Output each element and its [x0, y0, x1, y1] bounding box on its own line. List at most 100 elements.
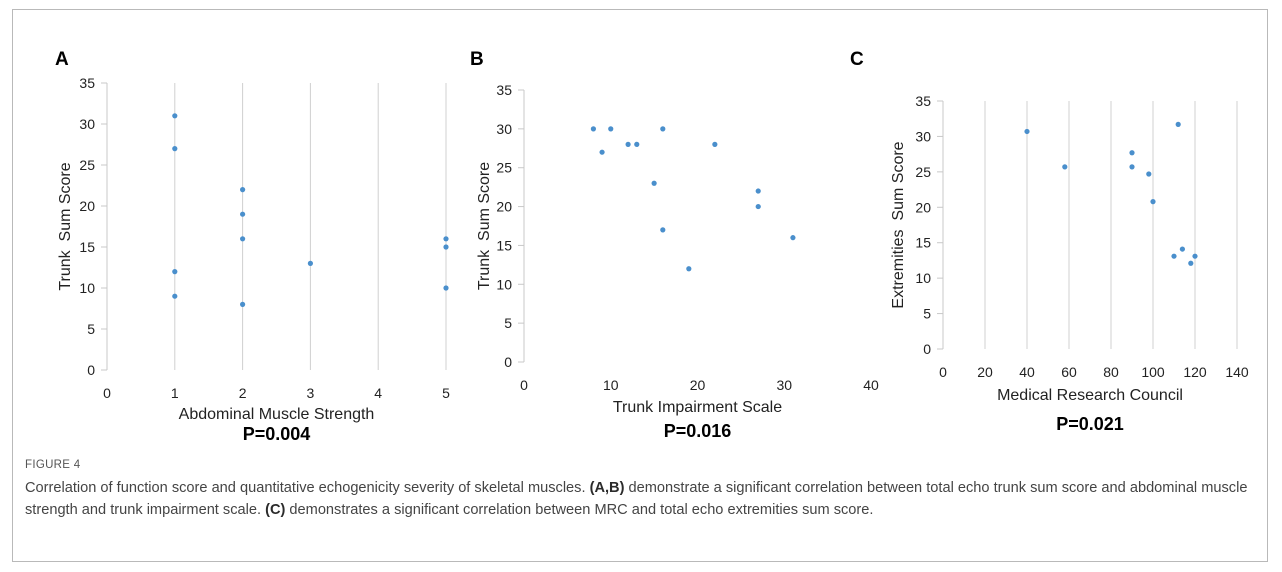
x-tick-label: 0 [520, 377, 528, 393]
data-point [686, 266, 692, 272]
caption-segment: Correlation of function score and quanti… [25, 480, 590, 496]
caption-segment: demonstrates a significant correlation b… [285, 502, 874, 518]
y-tick-label: 30 [496, 121, 512, 137]
x-axis-label: Abdominal Muscle Strength [179, 406, 375, 423]
y-tick-label: 25 [915, 164, 931, 180]
y-tick-label: 10 [79, 280, 95, 296]
y-tick-label: 35 [496, 82, 512, 98]
data-point [1062, 164, 1068, 170]
figure-caption: FIGURE 4 Correlation of function score a… [25, 459, 1255, 521]
x-tick-label: 80 [1103, 364, 1119, 380]
data-point [1175, 121, 1181, 127]
x-tick-label: 40 [863, 377, 879, 393]
y-axis-label: Extremities Sum Score [890, 141, 907, 308]
x-tick-label: 30 [776, 377, 792, 393]
data-point [755, 203, 761, 210]
x-axis-label: Trunk Impairment Scale [613, 399, 782, 416]
data-point [443, 285, 449, 291]
figure-label: FIGURE 4 [25, 459, 81, 471]
caption-segment: demonstrate a significant correlation be… [25, 480, 1248, 518]
data-point [240, 187, 246, 193]
data-point [755, 188, 761, 194]
figure-charts: A 0 5 10 15 20 25 30 35 0 1 2 3 4 5 Abdominal Muscle St… [55, 49, 1249, 444]
y-tick-label: 20 [79, 198, 95, 214]
x-tick-label: 100 [1141, 364, 1165, 380]
data-point [625, 141, 631, 147]
y-tick-label: 20 [915, 199, 931, 215]
data-point [1024, 128, 1030, 135]
x-tick-label: 2 [239, 385, 247, 401]
data-point [240, 211, 246, 217]
caption-segment: (C) [265, 502, 286, 518]
data-point [1150, 199, 1156, 205]
data-point [1188, 260, 1194, 266]
figure-frame [12, 9, 1268, 562]
x-tick-label: 3 [307, 385, 315, 401]
data-point [443, 244, 449, 250]
x-tick-label: 140 [1225, 364, 1249, 380]
data-point [790, 235, 796, 241]
caption-segment: (A,B) [589, 480, 625, 496]
data-point [172, 269, 178, 275]
chart-panel-c: C 0 5 10 15 20 25 30 35 0 20 40 60 80 100 120 140 Medical… [850, 49, 1249, 434]
y-tick-label: 0 [923, 341, 931, 357]
y-axis-label: Trunk Sum Score [57, 162, 74, 290]
x-axis-label: Medical Research Council [997, 387, 1183, 404]
y-tick-label: 30 [79, 116, 95, 132]
data-point [1129, 150, 1135, 156]
y-tick-label: 0 [504, 354, 512, 370]
data-point [1129, 164, 1135, 170]
x-tick-label: 1 [171, 385, 179, 401]
y-tick-label: 30 [915, 128, 931, 144]
y-tick-label: 10 [915, 270, 931, 286]
y-tick-label: 15 [79, 239, 95, 255]
data-point [634, 141, 640, 147]
data-point [240, 301, 246, 307]
figure-caption-text: Correlation of function score and quanti… [25, 477, 1255, 521]
y-tick-label: 0 [87, 362, 95, 378]
y-tick-label: 25 [79, 157, 95, 173]
data-point [240, 236, 246, 242]
p-value-label: P=0.016 [664, 421, 732, 441]
data-point [443, 236, 449, 242]
y-tick-label: 10 [496, 276, 512, 292]
x-tick-label: 60 [1061, 364, 1077, 380]
data-point [172, 113, 178, 119]
p-value-label: P=0.021 [1056, 414, 1124, 434]
y-tick-label: 5 [504, 315, 512, 331]
x-tick-label: 10 [603, 377, 619, 393]
data-point [608, 126, 614, 132]
panel-letter: C [850, 49, 864, 70]
x-tick-label: 0 [103, 385, 111, 401]
data-point [172, 293, 178, 299]
x-tick-label: 4 [374, 385, 382, 401]
x-tick-label: 5 [442, 385, 450, 401]
panel-letter: A [55, 49, 69, 70]
data-point [1146, 171, 1152, 177]
x-tick-label: 0 [939, 364, 947, 380]
data-point [651, 180, 657, 186]
y-axis-label: Trunk Sum Score [476, 162, 493, 290]
y-tick-label: 35 [915, 93, 931, 109]
data-point [660, 227, 666, 233]
p-value-label: P=0.004 [243, 424, 311, 444]
x-tick-label: 20 [690, 377, 706, 393]
y-tick-label: 20 [496, 199, 512, 215]
y-tick-label: 25 [496, 160, 512, 176]
panel-letter: B [470, 49, 484, 70]
y-tick-label: 15 [496, 237, 512, 253]
x-tick-label: 120 [1183, 364, 1207, 380]
data-point [599, 149, 605, 155]
data-point [1192, 253, 1198, 259]
data-point [1171, 253, 1177, 259]
chart-panel-b: B 0 5 10 15 20 25 30 35 0 10 20 30 40 Trunk Impairment… [470, 49, 879, 441]
y-tick-label: 5 [87, 321, 95, 337]
data-point [307, 260, 313, 266]
data-point [660, 126, 666, 132]
data-point [590, 126, 597, 132]
y-tick-label: 35 [79, 75, 95, 91]
x-tick-label: 40 [1019, 364, 1035, 380]
x-tick-label: 20 [977, 364, 993, 380]
y-tick-label: 5 [923, 306, 931, 322]
y-tick-label: 15 [915, 235, 931, 251]
